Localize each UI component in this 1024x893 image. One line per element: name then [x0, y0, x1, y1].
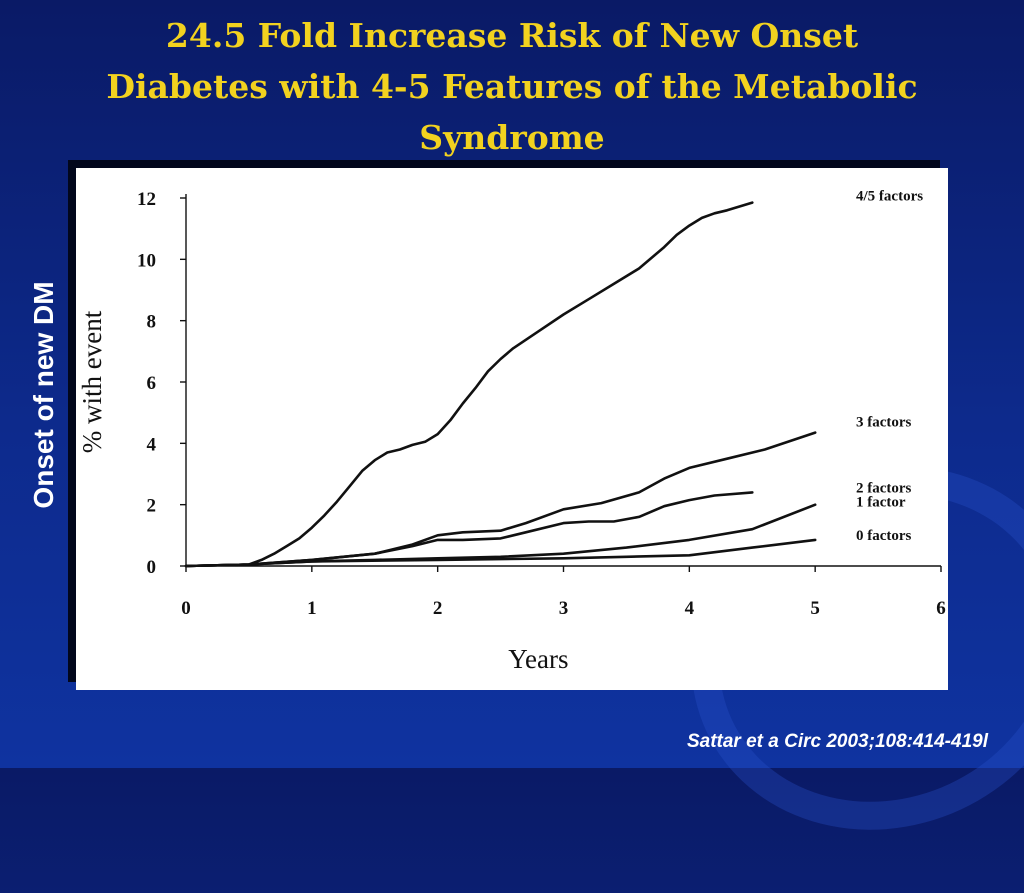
series-line — [184, 431, 817, 568]
series-label: 2 factors — [856, 480, 912, 496]
y-tick-label: 0 — [147, 557, 157, 578]
citation: Sattar et a Circ 2003;108:414-419l — [686, 731, 988, 752]
series-label: 1 factor — [856, 495, 906, 511]
x-tick-label: 5 — [810, 598, 820, 619]
y-tick-label: 10 — [137, 250, 156, 271]
y-tick-label: 2 — [147, 496, 157, 517]
y-tick-label: 12 — [137, 189, 156, 210]
y-tick-label: 4 — [147, 434, 157, 455]
x-tick-label: 2 — [433, 598, 443, 619]
x-tick-label: 3 — [559, 598, 569, 619]
x-tick-label: 0 — [181, 598, 191, 619]
y-axis-title: % with event — [77, 310, 107, 453]
x-tick-label: 1 — [307, 598, 317, 619]
slide-title-line-1: 24.5 Fold Increase Risk of New Onset — [165, 16, 859, 55]
x-tick-label: 4 — [685, 598, 695, 619]
slide-title-line-3: Syndrome — [419, 118, 605, 157]
series-label: 3 factors — [856, 415, 912, 431]
slide-title-line-2: Diabetes with 4-5 Features of the Metabo… — [106, 67, 918, 106]
series-label: 4/5 factors — [856, 189, 923, 205]
slide-title: 24.5 Fold Increase Risk of New Onset Dia… — [0, 10, 1024, 163]
y-tick-label: 6 — [147, 373, 157, 394]
series-line — [184, 538, 817, 568]
chart-panel: 0 1 2 3 4 5 6 0 2 4 6 8 10 12 Years% with event 4/5 fac… — [76, 168, 948, 690]
series-line — [184, 503, 817, 568]
y-tick-label: 8 — [147, 312, 157, 333]
series-label: 0 factors — [856, 528, 912, 544]
x-tick-label: 6 — [936, 598, 946, 619]
x-axis-title: Years — [508, 644, 568, 674]
side-label: Onset of new DM — [28, 281, 59, 509]
series-line — [184, 491, 754, 568]
series-line — [184, 201, 754, 568]
